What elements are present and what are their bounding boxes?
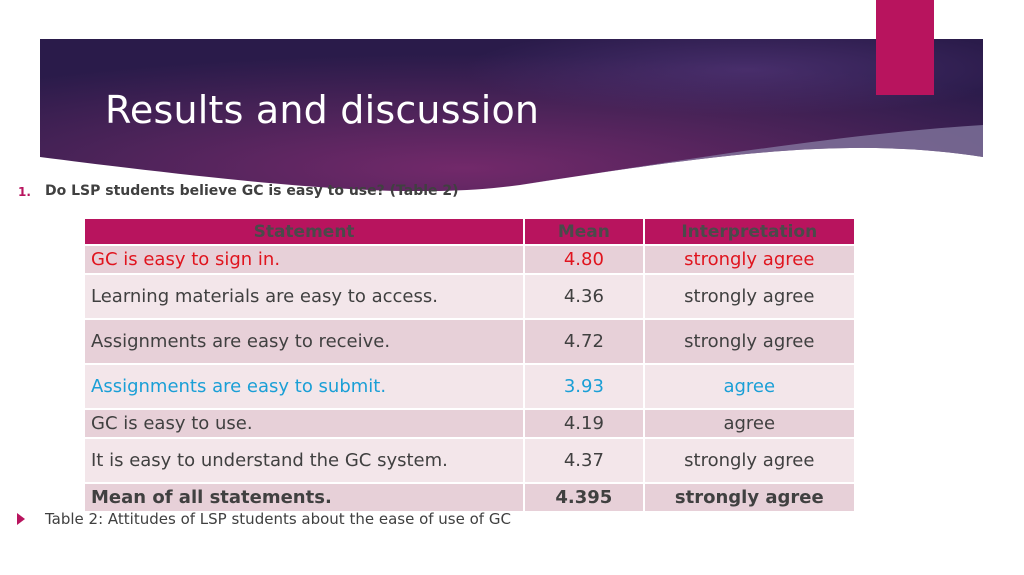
table-row: GC is easy to use. 4.19 agree (82, 408, 857, 439)
question-number: 1. (18, 185, 31, 199)
interpretation-cell: strongly agree (642, 318, 857, 365)
statement-cell: GC is easy to use. (82, 408, 526, 439)
interpretation-cell: agree (642, 363, 857, 410)
header-mean: Mean (523, 217, 645, 246)
interpretation-cell: strongly agree (642, 244, 857, 275)
mean-cell: 4.395 (523, 482, 645, 513)
question-text: Do LSP students believe GC is easy to us… (45, 183, 459, 199)
mean-cell: 4.36 (523, 273, 645, 320)
slide-title: Results and discussion (105, 88, 540, 132)
statement-cell: Learning materials are easy to access. (82, 273, 526, 320)
table-row: Assignments are easy to receive. 4.72 st… (82, 318, 857, 365)
interpretation-cell: agree (642, 408, 857, 439)
interpretation-cell: strongly agree (642, 437, 857, 484)
statement-cell: Mean of all statements. (82, 482, 526, 513)
table-caption: Table 2: Attitudes of LSP students about… (45, 510, 511, 528)
triangle-bullet-icon (17, 513, 25, 525)
statement-cell: Assignments are easy to receive. (82, 318, 526, 365)
mean-cell: 4.80 (523, 244, 645, 275)
interpretation-cell: strongly agree (642, 273, 857, 320)
title-banner (40, 39, 983, 191)
table-row: Assignments are easy to submit. 3.93 agr… (82, 363, 857, 410)
header-interpretation: Interpretation (642, 217, 857, 246)
mean-cell: 4.72 (523, 318, 645, 365)
table-header-row: Statement Mean Interpretation (82, 217, 857, 246)
statement-cell: Assignments are easy to submit. (82, 363, 526, 410)
table-row: Learning materials are easy to access. 4… (82, 273, 857, 320)
mean-cell: 4.19 (523, 408, 645, 439)
mean-cell: 4.37 (523, 437, 645, 484)
interpretation-cell: strongly agree (642, 482, 857, 513)
statement-cell: GC is easy to sign in. (82, 244, 526, 275)
mean-cell: 3.93 (523, 363, 645, 410)
table-row: GC is easy to sign in. 4.80 strongly agr… (82, 244, 857, 275)
table-row-summary: Mean of all statements. 4.395 strongly a… (82, 482, 857, 513)
accent-tab (876, 0, 934, 95)
table-row: It is easy to understand the GC system. … (82, 437, 857, 484)
header-statement: Statement (82, 217, 526, 246)
results-table: Statement Mean Interpretation GC is easy… (82, 217, 857, 513)
statement-cell: It is easy to understand the GC system. (82, 437, 526, 484)
banner-background (40, 39, 983, 191)
